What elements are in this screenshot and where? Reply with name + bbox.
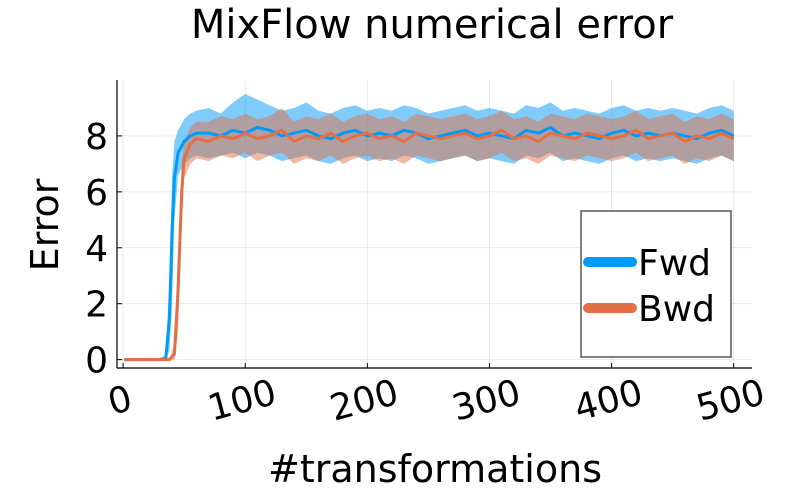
x-tick-label: 100 <box>204 372 281 429</box>
y-tick-label: 2 <box>85 285 108 326</box>
series-line-bwd <box>124 128 735 362</box>
series-lines <box>124 126 735 362</box>
legend-label-fwd: Fwd <box>638 243 711 284</box>
y-tick-labels: 0 2 4 6 8 <box>85 117 108 382</box>
x-tick-label: 300 <box>448 372 525 429</box>
y-axis-label: Error <box>23 178 67 271</box>
chart-title: MixFlow numerical error <box>191 2 674 48</box>
axes <box>116 80 752 369</box>
x-tick-label: 400 <box>570 372 647 429</box>
legend: Fwd Bwd <box>580 210 732 358</box>
legend-label-bwd: Bwd <box>638 289 715 330</box>
y-tick-label: 6 <box>85 173 108 214</box>
x-tick-label: 200 <box>326 372 403 429</box>
x-axis-label: #transformations <box>268 447 602 491</box>
x-tick-label: 0 <box>104 378 137 424</box>
y-tick-label: 4 <box>85 229 108 270</box>
series-line-fwd <box>124 126 735 362</box>
x-tick-labels: 0 100 200 300 400 500 <box>104 372 769 429</box>
y-tick-label: 0 <box>85 341 108 382</box>
legend-box <box>580 210 732 358</box>
x-tick-label: 500 <box>692 372 769 429</box>
y-tick-label: 8 <box>85 117 108 158</box>
